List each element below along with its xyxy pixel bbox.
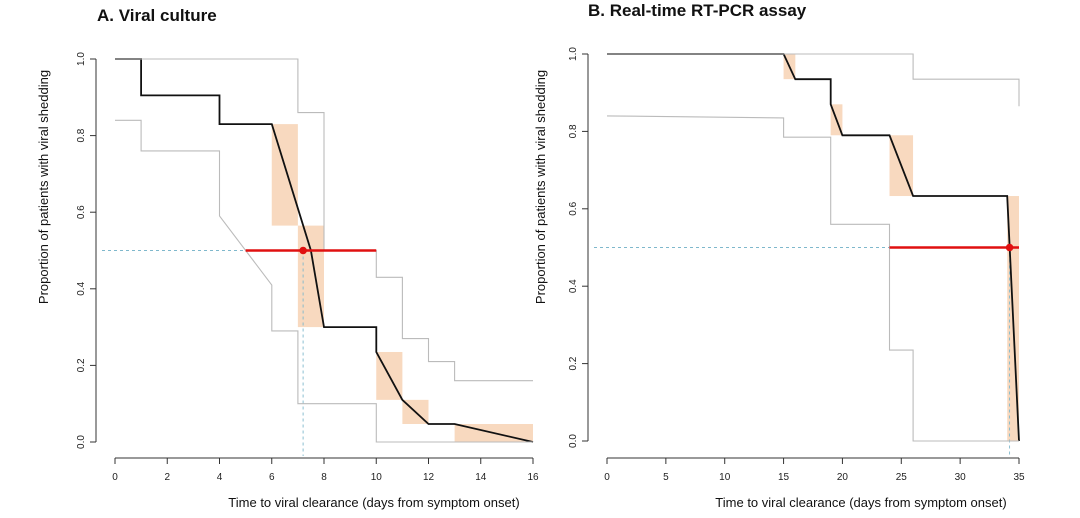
panel-a-y-tick-label-4: 0.8 <box>76 128 87 142</box>
panel-a-x-tick-label-7: 14 <box>475 472 487 483</box>
panel-b-estimate-line <box>607 53 1020 442</box>
panel-a-x-tick-label-6: 12 <box>423 472 435 483</box>
panel-b-ci-lower-line <box>606 115 1019 442</box>
panel-a-y-tick-label-3: 0.6 <box>76 205 87 219</box>
panel-b-y-tick-label-1: 0.2 <box>568 356 579 370</box>
panel-b-y-axis-label: Proportion of patients with viral sheddi… <box>533 70 548 304</box>
panel-a-ci-lower-line <box>115 119 533 443</box>
panel-b-y-tick-label-2: 0.4 <box>568 279 579 293</box>
panel-b-x-tick-label-2: 10 <box>719 472 731 483</box>
panel-b-x-tick-label-0: 0 <box>604 472 610 483</box>
panel-b-y-tick-label-0: 0.0 <box>568 434 579 448</box>
panel-a-median-point <box>299 246 307 255</box>
panel-a-x-tick-label-5: 10 <box>371 472 383 483</box>
panel-a-ci-upper-line <box>115 58 533 382</box>
panel-b-median-point <box>1005 243 1014 252</box>
panel-a-interval-band-1 <box>297 225 324 328</box>
panel-a-y-tick-label-2: 0.4 <box>76 281 87 295</box>
panel-b-x-tick-label-1: 5 <box>663 472 669 483</box>
panel-a-plot: 0.0 0.2 0.4 0.6 0.8 1.0 0 2 4 6 8 10 12 14 16 <box>76 52 539 483</box>
panel-b-plot: 0.0 0.2 0.4 0.6 0.8 1.0 0 5 10 15 20 25 30 35 <box>568 47 1025 483</box>
panel-b-x-tick-label-7: 35 <box>1013 472 1025 483</box>
panel-a-y-tick-label-5: 1.0 <box>76 52 87 66</box>
panel-b-x-tick-label-3: 15 <box>778 472 790 483</box>
panel-a-estimate-line <box>115 58 534 443</box>
panel-a-x-axis-label: Time to viral clearance (days from sympt… <box>228 495 519 510</box>
panel-b-x-tick-label-5: 25 <box>896 472 908 483</box>
panel-b-y-tick-label-3: 0.6 <box>568 201 579 215</box>
panel-b-y-tick-label-5: 1.0 <box>568 47 579 61</box>
panel-b-x-tick-label-6: 30 <box>955 472 967 483</box>
panel-b-ci-upper-line <box>607 53 1020 107</box>
panel-a-x-tick-label-2: 4 <box>217 472 223 483</box>
panel-a-x-tick-label-1: 2 <box>164 472 170 483</box>
panel-a-x-tick-label-8: 16 <box>527 472 539 483</box>
panel-a-x-tick-label-0: 0 <box>112 472 118 483</box>
panel-b-x-axis-label: Time to viral clearance (days from sympt… <box>715 495 1006 510</box>
panel-b-y-tick-label-4: 0.8 <box>568 124 579 138</box>
panel-b-title: B. Real-time RT-PCR assay <box>588 1 807 20</box>
panel-a-x-tick-label-4: 8 <box>321 472 327 483</box>
panel-a-x-tick-label-3: 6 <box>269 472 275 483</box>
panel-a-y-axis-label: Proportion of patients with viral sheddi… <box>36 70 51 304</box>
panel-a-y-tick-label-1: 0.2 <box>76 358 87 372</box>
panel-a-title: A. Viral culture <box>97 6 217 25</box>
panel-a-y-tick-label-0: 0.0 <box>76 435 87 449</box>
panel-b-x-tick-label-4: 20 <box>837 472 849 483</box>
